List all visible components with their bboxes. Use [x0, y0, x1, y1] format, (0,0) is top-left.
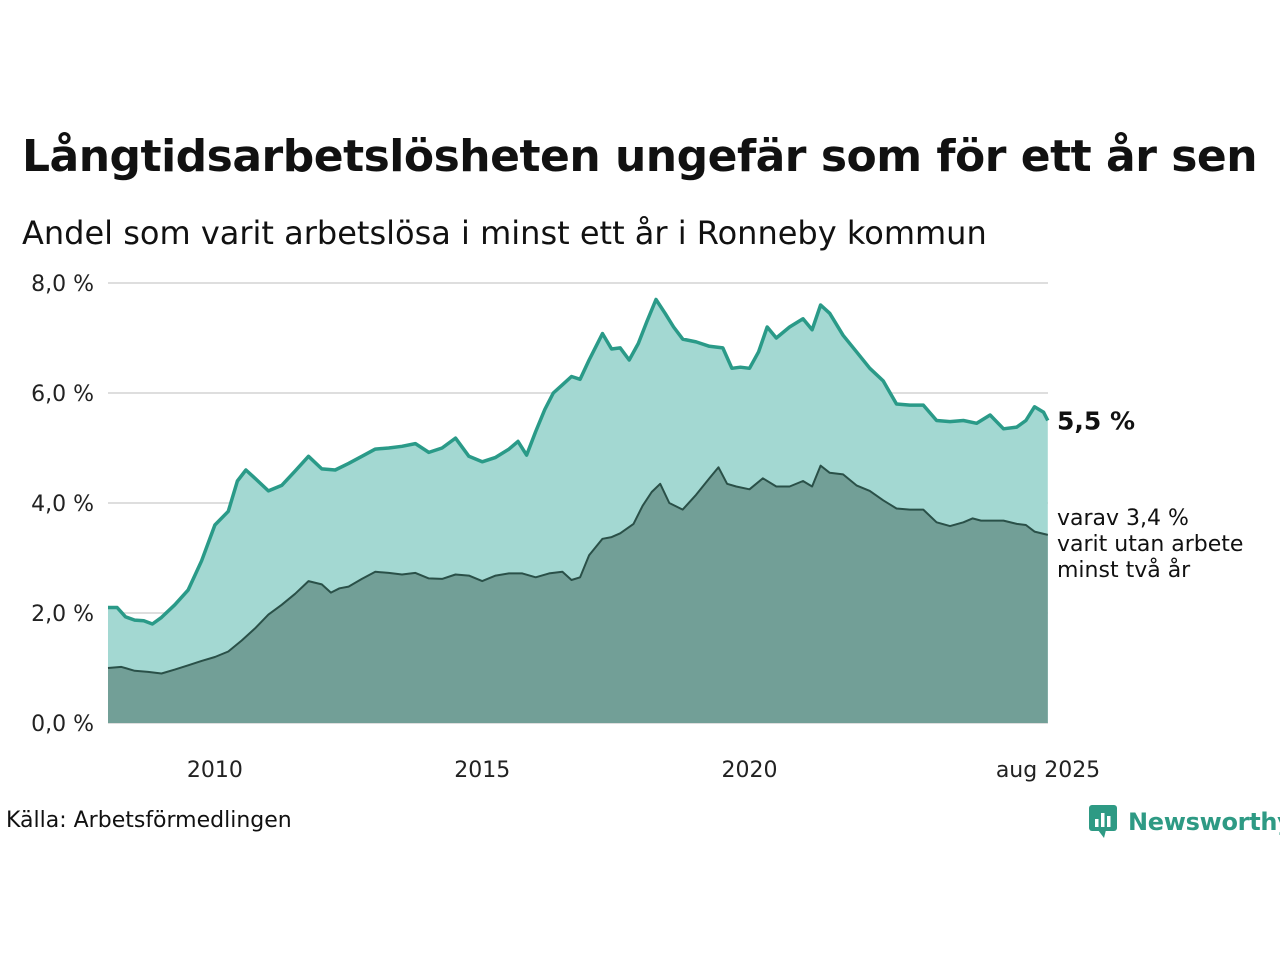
y-tick-label: 4,0 % [31, 492, 94, 517]
end-label-subset-line: varav 3,4 % [1057, 506, 1189, 531]
brand-logo: Newsworthy [1088, 804, 1280, 840]
source-note: Källa: Arbetsförmedlingen [6, 808, 292, 833]
axis-ticks: 0,0 % 2,0 % 4,0 % 6,0 % 8,0 % 2010 2015 2020 aug… [31, 272, 1100, 783]
area-chart: 0,0 % 2,0 % 4,0 % 6,0 % 8,0 % 2010 2015 2020 aug… [31, 272, 1243, 783]
series-areas [107, 297, 1050, 723]
y-tick-label: 8,0 % [31, 272, 94, 297]
chart-title: Långtidsarbetslösheten ungefär som för e… [22, 131, 1258, 182]
x-tick-label: 2015 [454, 758, 510, 783]
y-tick-label: 6,0 % [31, 382, 94, 407]
chart-subtitle: Andel som varit arbetslösa i minst ett å… [22, 214, 987, 252]
brand-name: Newsworthy [1128, 808, 1280, 836]
y-tick-label: 0,0 % [31, 712, 94, 737]
x-tick-label: 2010 [187, 758, 243, 783]
x-tick-label: 2020 [722, 758, 778, 783]
series-line-subset [107, 464, 1049, 675]
end-label-subset-line: minst två år [1057, 557, 1191, 583]
series-area-subset [108, 465, 1048, 723]
x-tick-label: aug 2025 [996, 758, 1100, 783]
series-line-total [108, 297, 1050, 626]
end-label-total: 5,5 % [1057, 407, 1135, 436]
end-label-subset-line: varit utan arbete [1057, 532, 1243, 557]
bar-chart-bubble-icon [1089, 805, 1117, 838]
y-tick-label: 2,0 % [31, 602, 94, 627]
